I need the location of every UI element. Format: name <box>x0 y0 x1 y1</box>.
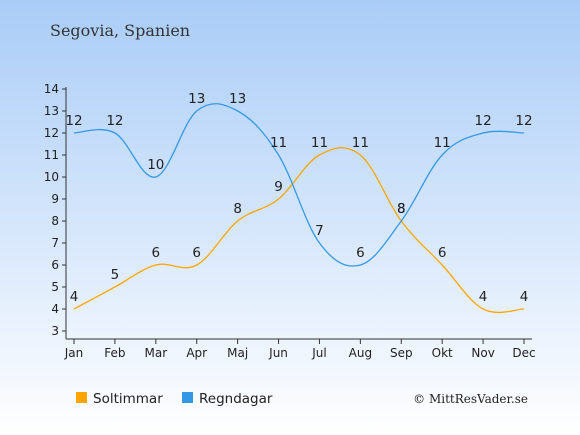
data-label-regndagar: 13 <box>229 91 246 107</box>
x-tick-label: Apr <box>186 346 207 360</box>
x-tick-label: Jan <box>64 346 84 360</box>
data-label-soltimmar: 11 <box>311 135 328 151</box>
y-tick-label: 14 <box>44 82 59 96</box>
y-tick-label: 5 <box>51 280 59 294</box>
x-tick-label: Aug <box>349 346 372 360</box>
legend-label-soltimmar: Soltimmar <box>93 391 163 407</box>
data-label-regndagar: 8 <box>397 201 406 217</box>
data-label-regndagar: 10 <box>147 157 164 173</box>
y-tick-label: 8 <box>51 214 59 228</box>
data-label-regndagar: 12 <box>515 113 532 129</box>
y-tick-label: 7 <box>51 236 59 250</box>
x-tick-label: Mar <box>144 346 167 360</box>
x-tick-label: Feb <box>104 346 125 360</box>
y-tick-label: 12 <box>44 126 59 140</box>
data-label-soltimmar: 4 <box>70 289 79 305</box>
data-label-soltimmar: 9 <box>274 179 283 195</box>
x-tick-label: Dec <box>512 346 535 360</box>
data-label-soltimmar: 4 <box>520 289 529 305</box>
data-label-soltimmar: 11 <box>352 135 369 151</box>
legend-swatch-regndagar <box>182 392 193 403</box>
y-tick-label: 9 <box>51 192 59 206</box>
data-label-soltimmar: 5 <box>111 267 120 283</box>
x-tick-label: Jun <box>268 346 288 360</box>
data-label-regndagar: 11 <box>434 135 451 151</box>
legend-swatch-soltimmar <box>76 392 87 403</box>
data-label-soltimmar: 8 <box>397 201 406 217</box>
x-tick-label: Okt <box>432 346 453 360</box>
legend: Soltimmar Regndagar <box>76 391 273 407</box>
data-label-regndagar: 7 <box>315 223 324 239</box>
data-label-soltimmar: 6 <box>192 245 201 261</box>
data-label-regndagar: 6 <box>356 245 365 261</box>
data-label-soltimmar: 4 <box>479 289 488 305</box>
legend-label-regndagar: Regndagar <box>199 391 273 407</box>
y-tick-label: 11 <box>44 148 59 162</box>
data-label-regndagar: 12 <box>65 113 82 129</box>
x-tick-label: Sep <box>390 346 413 360</box>
data-label-soltimmar: 8 <box>233 201 242 217</box>
credit-text: © MittResVader.se <box>413 392 528 406</box>
series-lines <box>73 103 525 314</box>
y-tick-label: 13 <box>44 104 59 118</box>
data-label-regndagar: 12 <box>474 113 491 129</box>
series-line-soltimmar <box>73 147 525 314</box>
y-tick-label: 4 <box>51 302 59 316</box>
data-label-soltimmar: 6 <box>438 245 447 261</box>
x-tick-label: Maj <box>227 346 248 360</box>
y-tick-label: 6 <box>51 258 59 272</box>
data-label-regndagar: 11 <box>270 135 287 151</box>
data-label-regndagar: 13 <box>188 91 205 107</box>
data-label-soltimmar: 6 <box>152 245 161 261</box>
x-tick-label: Nov <box>471 346 494 360</box>
data-label-regndagar: 12 <box>106 113 123 129</box>
y-tick-label: 3 <box>51 324 59 338</box>
y-tick-label: 10 <box>44 170 59 184</box>
x-tick-label: Jul <box>311 346 326 360</box>
chart-title: Segovia, Spanien <box>50 21 190 40</box>
series-line-regndagar <box>73 103 525 267</box>
